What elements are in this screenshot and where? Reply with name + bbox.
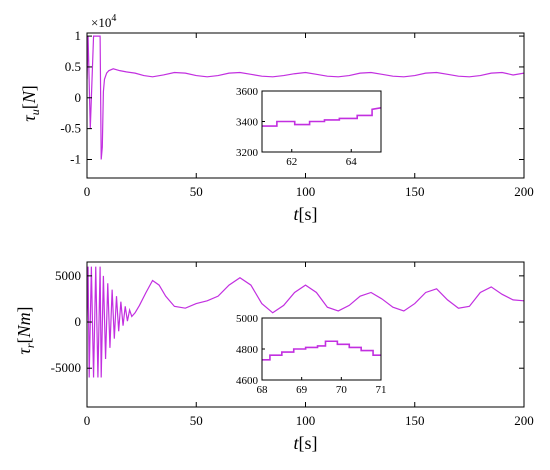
inset-chart: 62 64 3200 3400 3600 [236,86,382,168]
exponent-label: ×104 [91,13,116,30]
y-tick-label: -1 [70,151,81,166]
y-tick-label: 5000 [55,268,81,283]
x-tick-label: 50 [190,184,203,199]
inset-series-line [262,106,381,127]
y-tick-label: 0.5 [65,59,81,74]
inset-x-tick-label: 69 [296,384,308,396]
inset-x-tick-label: 64 [346,156,358,168]
inset-y-tick-label: 5000 [236,313,259,325]
x-tick-label: 100 [296,413,316,428]
x-axis-label: t[s] [293,433,317,453]
y-tick-label: -0.5 [60,121,81,136]
y-tick-label: 0 [75,90,82,105]
x-axis-label: t[s] [293,204,317,224]
x-tick-label: 150 [405,413,425,428]
y-axis-label: τu[N] [19,85,42,121]
y-tick-label: 1 [75,28,82,43]
inset-y-tick-label: 3600 [236,86,259,98]
inset-x-tick-label: 68 [257,384,269,396]
y-axis-label: τr[Nm] [14,306,37,354]
inset-y-tick-label: 4600 [236,375,259,387]
x-tick-label: 200 [514,184,534,199]
x-tick-label: 50 [190,413,203,428]
series-line [87,266,524,378]
x-tick-label: 150 [405,184,425,199]
inset-background [262,318,381,380]
inset-series-line [262,340,381,361]
y-tick-label: 0 [75,314,82,329]
inset-chart: 68 69 70 71 4600 4800 5000 [236,313,387,396]
chart-2: 0 50 100 150 200 -5000 0 5000 68 69 70 71 4600 4800 50… [51,261,534,428]
x-tick-label: 200 [514,413,534,428]
inset-x-tick-label: 71 [376,384,387,396]
inset-y-tick-label: 4800 [236,344,259,356]
y-tick-label: -5000 [51,360,81,375]
x-tick-label: 100 [296,184,316,199]
series-line [87,35,524,160]
x-tick-label: 0 [84,413,91,428]
inset-x-tick-label: 62 [286,156,297,168]
chart-1: 0 50 100 150 200 -1 -0.5 0 0.5 1 ×104 62 64 3200 3400 3… [60,13,533,199]
inset-x-tick-label: 70 [336,384,348,396]
x-tick-label: 0 [84,184,91,199]
inset-y-tick-label: 3400 [236,117,259,129]
inset-y-tick-label: 3200 [236,147,259,159]
